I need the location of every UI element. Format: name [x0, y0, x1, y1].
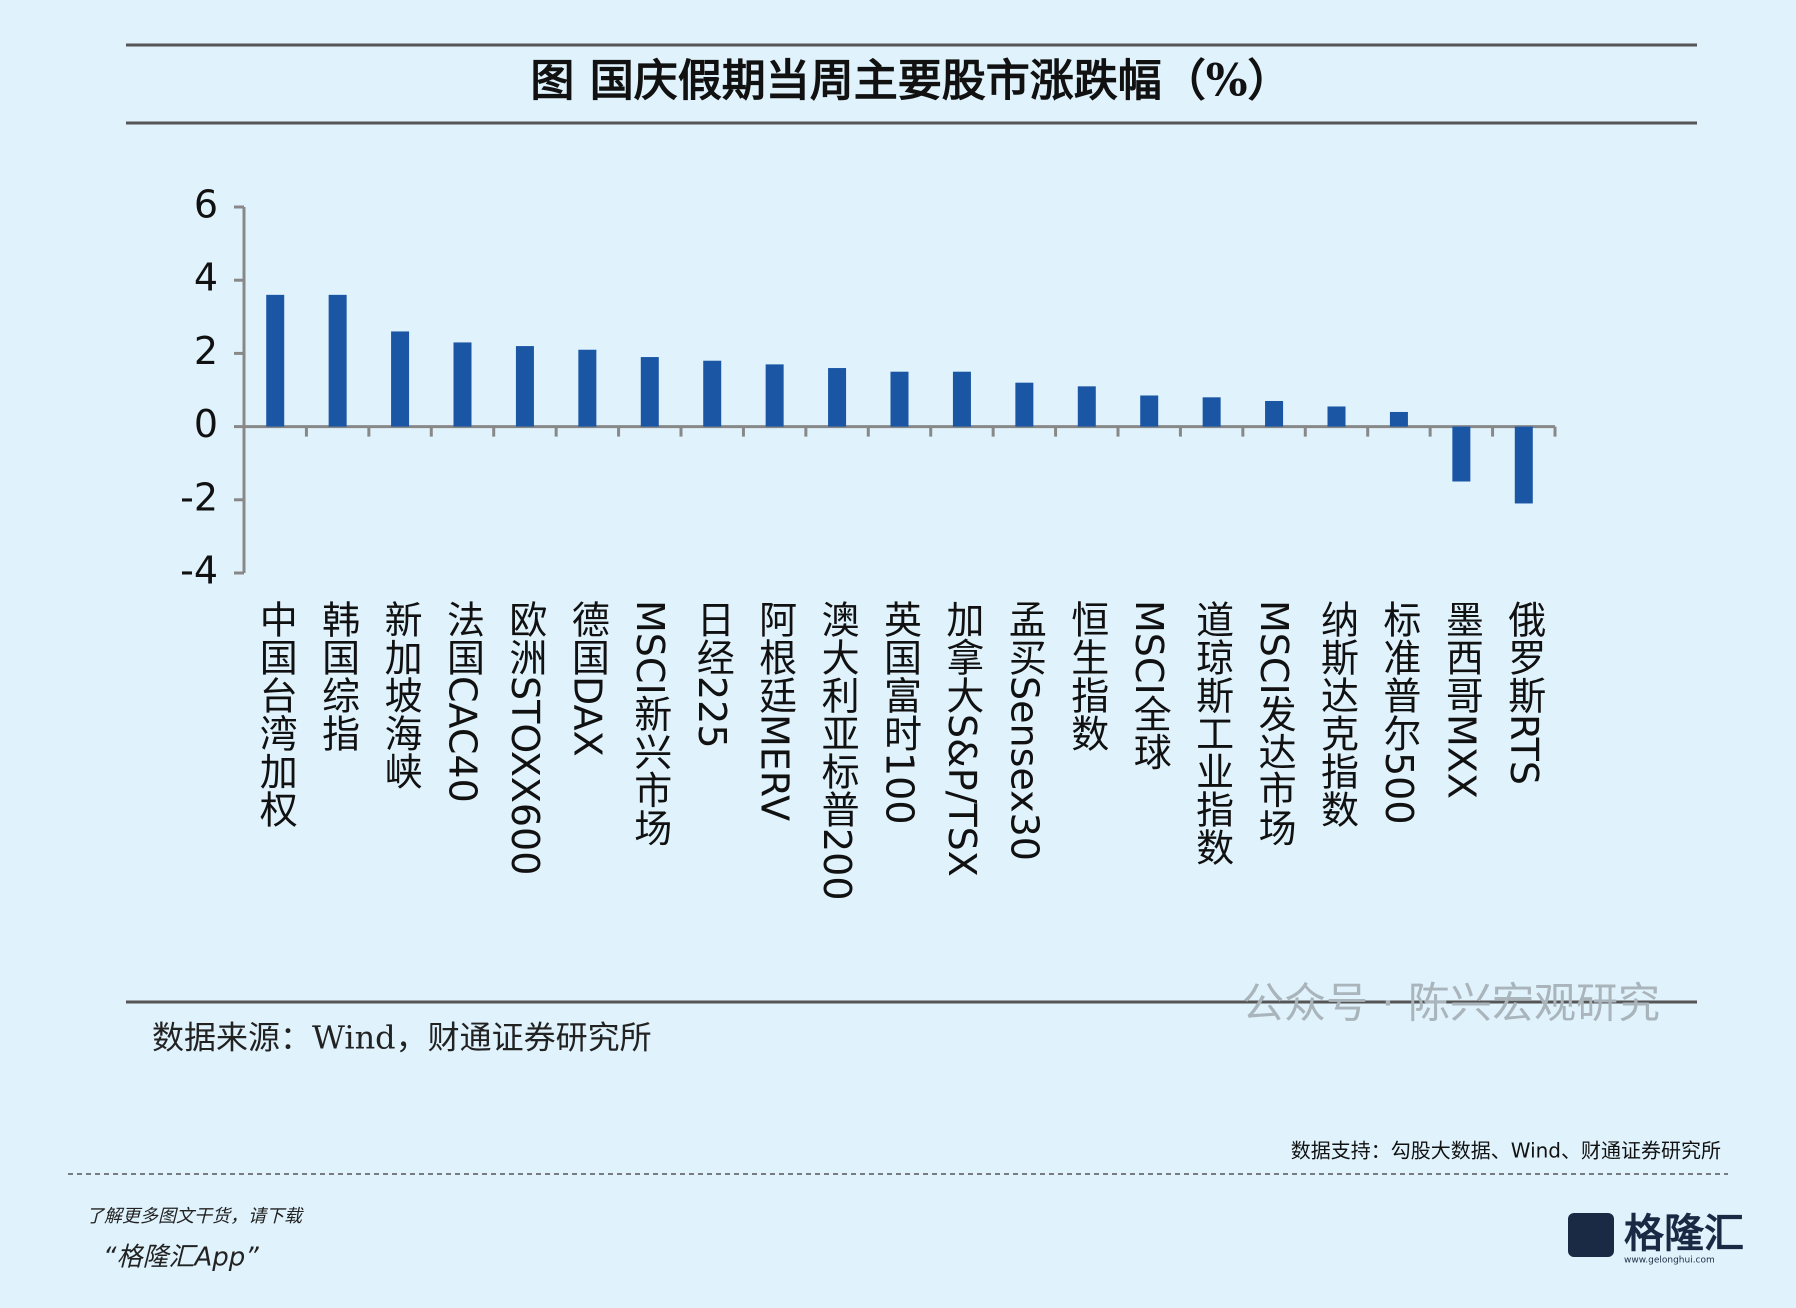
y-tick-label: -2	[180, 475, 218, 519]
x-tick-label: 标准普尔500	[1376, 600, 1421, 825]
watermark: 公众号 · 陈兴宏观研究	[1242, 979, 1660, 1028]
bar	[1077, 386, 1096, 427]
bar	[578, 349, 597, 427]
x-tick-label: 澳大利亚标普200	[815, 600, 860, 901]
download-prompt: 了解更多图文干货，请下载	[86, 1206, 304, 1227]
bar	[328, 294, 347, 427]
x-tick-label: 欧洲STOXX600	[502, 600, 547, 876]
x-tick-label: 英国富时100	[877, 600, 922, 825]
bar	[1389, 411, 1408, 427]
y-tick-label: 4	[194, 256, 218, 300]
bar	[1140, 395, 1159, 427]
x-tick-label: 德国DAX	[565, 600, 610, 757]
bar	[266, 294, 285, 427]
bar	[1015, 382, 1034, 427]
bar	[765, 364, 784, 427]
x-tick-label: 韩国综指	[315, 600, 360, 752]
bar	[391, 331, 410, 427]
y-tick-label: -4	[180, 549, 218, 593]
bar	[1265, 400, 1284, 427]
x-tick-label: 法国CAC40	[440, 600, 485, 803]
x-tick-label: 孟买Sensex30	[1002, 600, 1047, 861]
y-tick-label: 6	[194, 183, 218, 227]
bar	[640, 357, 659, 427]
source-note: 数据来源：Wind，财通证券研究所	[152, 1019, 652, 1057]
logo-icon	[1568, 1213, 1614, 1257]
app-name: “格隆汇App”	[103, 1243, 259, 1273]
bar	[453, 342, 472, 427]
bar	[952, 371, 971, 427]
logo-url: www.gelonghui.com	[1624, 1256, 1715, 1266]
x-tick-label: MSCI新兴市场	[627, 600, 672, 847]
x-tick-label: MSCI全球	[1127, 600, 1172, 771]
bar	[890, 371, 909, 427]
bar	[703, 360, 722, 427]
bar	[828, 368, 847, 427]
bar	[1452, 426, 1471, 482]
chart-title: 图 国庆假期当周主要股市涨跌幅（%）	[530, 56, 1291, 107]
x-tick-label: 日经225	[690, 600, 735, 749]
x-tick-label: MSCI发达市场	[1252, 600, 1297, 847]
x-tick-label: 恒生指数	[1064, 600, 1109, 752]
y-tick-label: 2	[194, 329, 218, 373]
bar	[1327, 406, 1346, 427]
x-tick-label: 中国台湾加权	[253, 600, 298, 828]
support-note: 数据支持：勾股大数据、Wind、财通证券研究所	[1291, 1139, 1721, 1163]
bar	[1514, 426, 1533, 504]
x-tick-label: 俄罗斯RTS	[1501, 600, 1546, 785]
x-tick-label: 墨西哥MXX	[1439, 600, 1484, 799]
x-tick-label: 道琼斯工业指数	[1189, 600, 1234, 866]
x-tick-label: 阿根廷MERV	[752, 600, 797, 822]
logo-text: 格隆汇	[1624, 1211, 1744, 1257]
x-tick-label: 加拿大S&P/TSX	[939, 600, 984, 877]
bar	[515, 346, 534, 427]
y-tick-label: 0	[194, 402, 218, 446]
bar	[1202, 397, 1221, 427]
x-tick-label: 新加坡海峡	[378, 600, 423, 790]
x-tick-label: 纳斯达克指数	[1314, 600, 1359, 828]
